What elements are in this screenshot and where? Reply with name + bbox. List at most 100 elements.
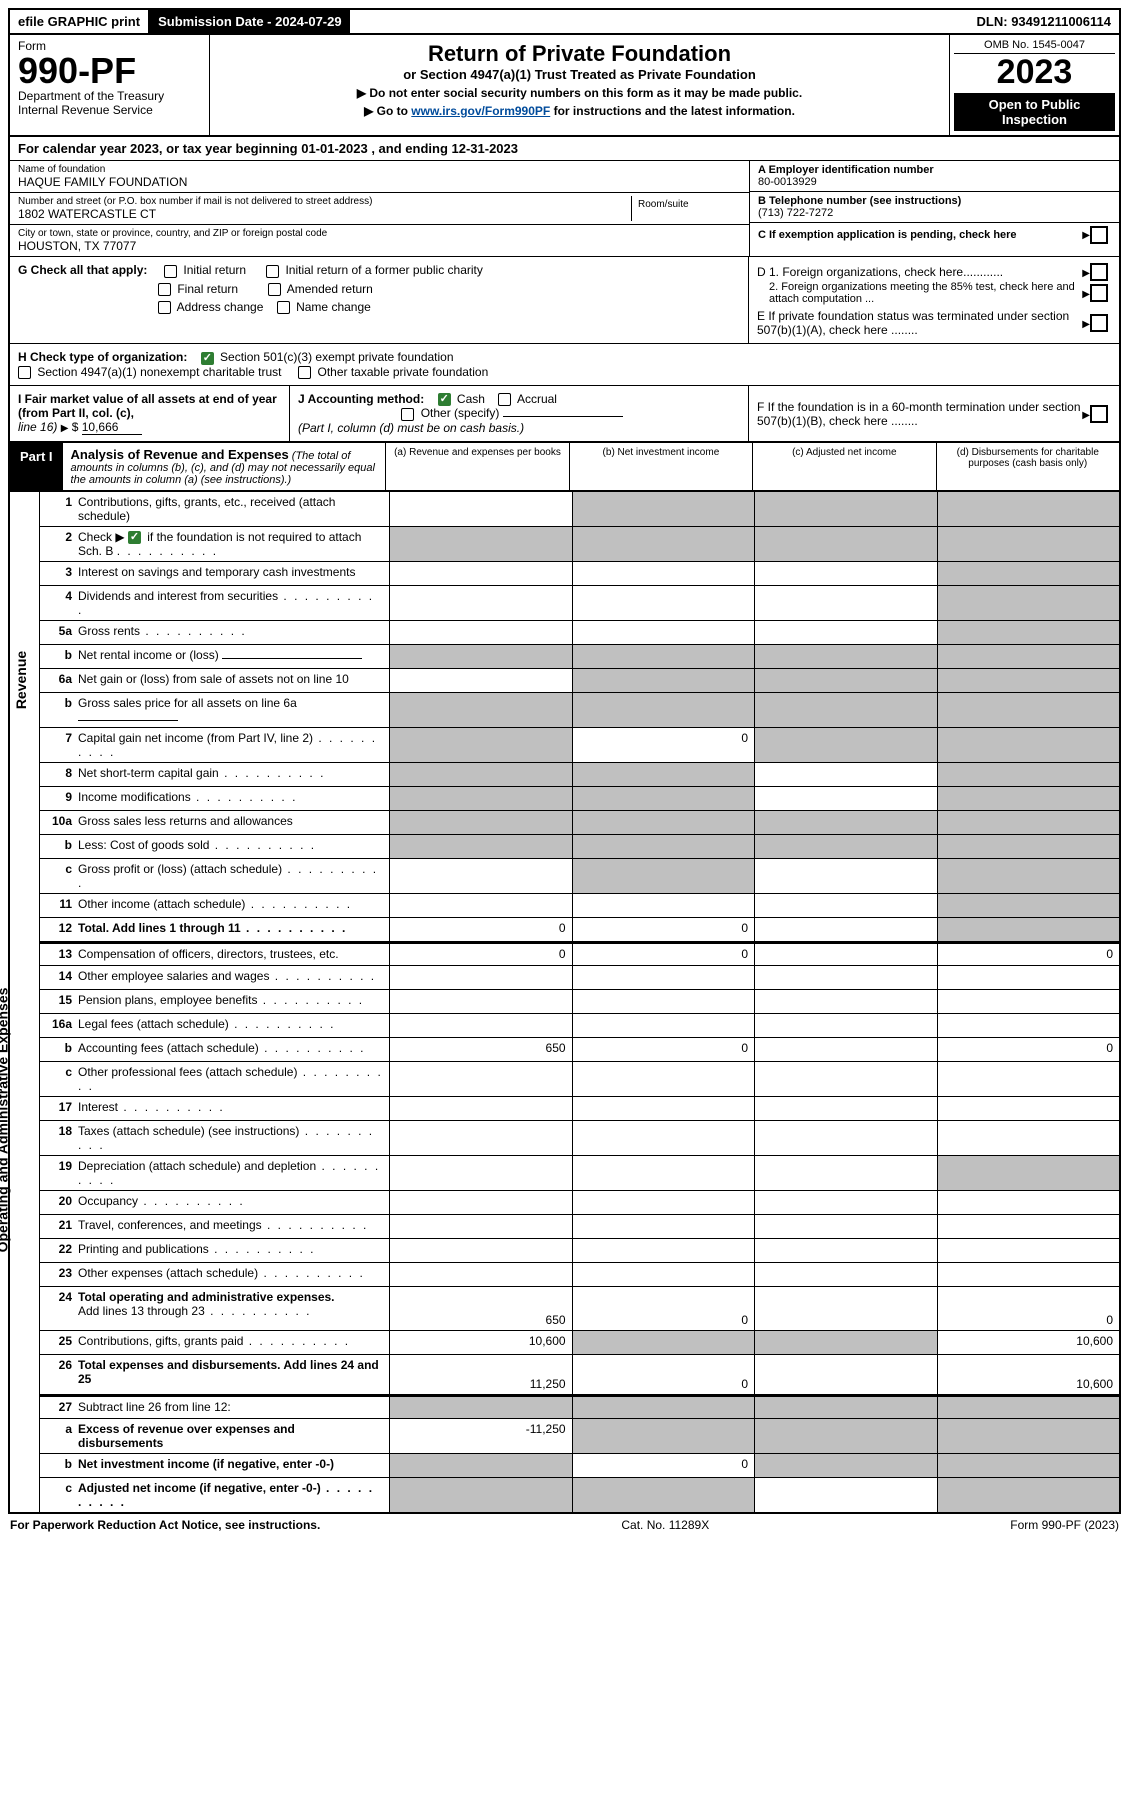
e-checkbox[interactable]: [1090, 314, 1108, 332]
f-label: F If the foundation is in a 60-month ter…: [757, 400, 1082, 428]
address-change-checkbox[interactable]: [158, 301, 171, 314]
ein-value: 80-0013929: [758, 176, 1111, 188]
row-6a-desc: Net gain or (loss) from sale of assets n…: [76, 669, 390, 692]
row-13: 13Compensation of officers, directors, t…: [40, 942, 1119, 966]
row-27b-col-b: 0: [573, 1454, 755, 1477]
row-27-desc: Subtract line 26 from line 12:: [76, 1397, 390, 1418]
j-accrual-label: Accrual: [517, 392, 557, 406]
instr-1: ▶ Do not enter social security numbers o…: [216, 86, 943, 100]
instructions-link[interactable]: www.irs.gov/Form990PF: [411, 104, 550, 118]
row-21: 21Travel, conferences, and meetings: [40, 1215, 1119, 1239]
row-1: 1 Contributions, gifts, grants, etc., re…: [40, 492, 1119, 527]
section-h: H Check type of organization: Section 50…: [8, 344, 1121, 386]
row-27c: cAdjusted net income (if negative, enter…: [40, 1478, 1119, 1512]
ein-label: A Employer identification number: [758, 164, 1111, 176]
form-number: 990-PF: [18, 53, 201, 89]
revenue-side-label: Revenue: [13, 651, 29, 709]
i-line16: line 16): [18, 420, 57, 434]
efile-label[interactable]: efile GRAPHIC print: [10, 10, 150, 33]
row-23: 23Other expenses (attach schedule): [40, 1263, 1119, 1287]
h-other-label: Other taxable private foundation: [318, 365, 489, 379]
j-note: (Part I, column (d) must be on cash basi…: [298, 421, 524, 435]
footer-mid: Cat. No. 11289X: [621, 1518, 709, 1532]
row-25: 25Contributions, gifts, grants paid 10,6…: [40, 1331, 1119, 1355]
row-7-desc: Capital gain net income (from Part IV, l…: [76, 728, 390, 762]
j-cash-checkbox[interactable]: [438, 393, 451, 406]
j-accrual-checkbox[interactable]: [498, 393, 511, 406]
row-14-desc: Other employee salaries and wages: [76, 966, 390, 989]
foundation-name: HAQUE FAMILY FOUNDATION: [18, 175, 741, 189]
h-other-checkbox[interactable]: [298, 366, 311, 379]
row-8: 8Net short-term capital gain: [40, 763, 1119, 787]
row-25-col-d: 10,600: [938, 1331, 1119, 1354]
tax-year: 2023: [954, 54, 1115, 91]
row-10a-desc: Gross sales less returns and allowances: [76, 811, 390, 834]
name-label: Name of foundation: [18, 164, 741, 175]
row-17: 17Interest: [40, 1097, 1119, 1121]
h-4947-checkbox[interactable]: [18, 366, 31, 379]
col-d-header: (d) Disbursements for charitable purpose…: [937, 443, 1119, 490]
amended-return-checkbox[interactable]: [268, 283, 281, 296]
row-9: 9Income modifications: [40, 787, 1119, 811]
part-1-title: Analysis of Revenue and Expenses: [71, 447, 289, 462]
street-address: 1802 WATERCASTLE CT: [18, 207, 631, 221]
d1-checkbox[interactable]: [1090, 263, 1108, 281]
row-9-desc: Income modifications: [76, 787, 390, 810]
form-title: Return of Private Foundation: [216, 41, 943, 67]
row-23-desc: Other expenses (attach schedule): [76, 1263, 390, 1286]
g-label: G Check all that apply:: [18, 263, 147, 277]
initial-former-checkbox[interactable]: [266, 265, 279, 278]
entity-info-block: Name of foundation HAQUE FAMILY FOUNDATI…: [8, 161, 1121, 257]
arrow-icon: [1082, 229, 1090, 241]
col-a-header: (a) Revenue and expenses per books: [386, 443, 569, 490]
irs-label: Internal Revenue Service: [18, 103, 201, 117]
calendar-year-row: For calendar year 2023, or tax year begi…: [8, 137, 1121, 161]
row-13-col-a: 0: [390, 944, 572, 965]
h-label: H Check type of organization:: [18, 350, 187, 364]
row-13-desc: Compensation of officers, directors, tru…: [76, 944, 390, 965]
sch-b-checkbox[interactable]: [128, 531, 141, 544]
row-4-desc: Dividends and interest from securities: [76, 586, 390, 620]
j-other-checkbox[interactable]: [401, 408, 414, 421]
row-18: 18Taxes (attach schedule) (see instructi…: [40, 1121, 1119, 1156]
row-12-col-b: 0: [573, 918, 755, 941]
c-label: C If exemption application is pending, c…: [758, 229, 1082, 241]
row-27: 27Subtract line 26 from line 12:: [40, 1395, 1119, 1419]
expenses-side-label: Operating and Administrative Expenses: [0, 988, 10, 1253]
section-i-j-f: I Fair market value of all assets at end…: [8, 386, 1121, 443]
row-6b-desc: Gross sales price for all assets on line…: [76, 693, 390, 727]
row-13-col-b: 0: [573, 944, 755, 965]
f-checkbox[interactable]: [1090, 405, 1108, 423]
row-14: 14Other employee salaries and wages: [40, 966, 1119, 990]
section-g-d-e: G Check all that apply: Initial return I…: [8, 257, 1121, 344]
final-return-checkbox[interactable]: [158, 283, 171, 296]
row-16b: bAccounting fees (attach schedule) 650 0…: [40, 1038, 1119, 1062]
form-id-block: Form 990-PF Department of the Treasury I…: [10, 35, 210, 135]
initial-return-checkbox[interactable]: [164, 265, 177, 278]
row-25-desc: Contributions, gifts, grants paid: [76, 1331, 390, 1354]
row-5a: 5aGross rents: [40, 621, 1119, 645]
row-2: 2 Check ▶ if the foundation is not requi…: [40, 527, 1119, 562]
row-12-desc: Total. Add lines 1 through 11: [76, 918, 390, 941]
form-header: Form 990-PF Department of the Treasury I…: [8, 35, 1121, 137]
city-label: City or town, state or province, country…: [18, 228, 741, 239]
row-22-desc: Printing and publications: [76, 1239, 390, 1262]
row-16a: 16aLegal fees (attach schedule): [40, 1014, 1119, 1038]
name-change-checkbox[interactable]: [277, 301, 290, 314]
top-bar: efile GRAPHIC print Submission Date - 20…: [8, 8, 1121, 35]
row-12-col-a: 0: [390, 918, 572, 941]
d2-checkbox[interactable]: [1090, 284, 1108, 302]
initial-former-label: Initial return of a former public charit…: [285, 263, 482, 277]
row-5b-desc: Net rental income or (loss): [76, 645, 390, 668]
col-c-header: (c) Adjusted net income: [753, 443, 936, 490]
e-label: E If private foundation status was termi…: [757, 309, 1082, 337]
row-16c-desc: Other professional fees (attach schedule…: [76, 1062, 390, 1096]
row-27b: bNet investment income (if negative, ent…: [40, 1454, 1119, 1478]
row-27a-col-a: -11,250: [390, 1419, 572, 1453]
j-label: J Accounting method:: [298, 392, 424, 406]
submission-date: Submission Date - 2024-07-29: [150, 10, 350, 33]
h-501c3-checkbox[interactable]: [201, 352, 214, 365]
row-4: 4Dividends and interest from securities: [40, 586, 1119, 621]
c-checkbox[interactable]: [1090, 226, 1108, 244]
j-other-input[interactable]: [503, 416, 623, 417]
